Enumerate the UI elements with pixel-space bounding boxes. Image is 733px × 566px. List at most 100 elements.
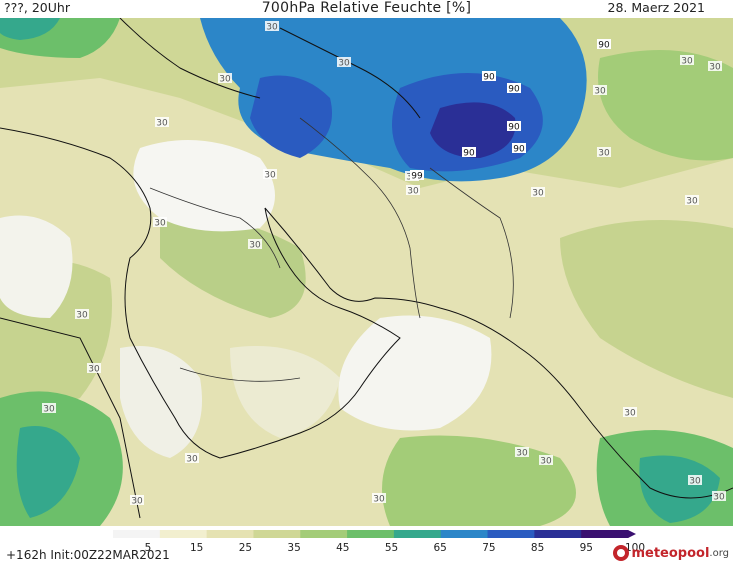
colorbar-segment: [113, 530, 161, 538]
colorbar-tick-label: 55: [385, 542, 398, 554]
moist-band-95: [430, 102, 516, 158]
colorbar-tick-label: 15: [190, 542, 203, 554]
contour-label-box: [482, 71, 496, 81]
contour-label: 30: [681, 57, 693, 67]
dry-area-iraq: [133, 140, 275, 232]
contour-label-box: [218, 73, 232, 83]
contour-label-box: [685, 195, 699, 205]
contour-label: 30: [88, 365, 100, 375]
contour-label-box: [87, 363, 101, 373]
colorbar-segment: [206, 530, 254, 538]
moist-area-nw-core: [0, 18, 60, 40]
contour-label: 30: [186, 455, 198, 465]
dry-area-egypt: [0, 215, 73, 318]
colorbar-segment: [300, 530, 348, 538]
contour-label-box: [507, 121, 521, 131]
contour-label: 30: [689, 477, 701, 487]
contour-label-box: [248, 239, 262, 249]
colorbar-segment: [393, 530, 442, 538]
contour-label: 90: [508, 123, 520, 133]
contour-label: 30: [686, 197, 698, 207]
contour-label: 30: [624, 409, 636, 419]
contour-label-box: [410, 170, 424, 180]
coastlines: [0, 18, 733, 519]
moist-area-bay-core: [639, 455, 720, 523]
contour-label-box: [263, 169, 277, 179]
dry-area-arabian-sea: [338, 315, 492, 431]
contour-label: 30: [156, 119, 168, 129]
contour-label: 30: [43, 405, 55, 415]
contour-label-box: [372, 493, 386, 503]
dry-area-arabia: [230, 346, 340, 438]
colorbar-tick-label: 85: [531, 542, 544, 554]
contour-label-box: [507, 83, 521, 93]
colorbar-tick-label: 25: [239, 542, 252, 554]
contour-label-box: [337, 57, 351, 67]
contour-label: 90: [508, 85, 520, 95]
contour-label-box: [265, 21, 279, 31]
contour-label-box: [130, 495, 144, 505]
contour-label: 30: [516, 449, 528, 459]
contour-label: 30: [407, 187, 419, 197]
logo-mark-icon: [613, 545, 630, 561]
moist-band-85-west: [250, 75, 332, 158]
contour-label-box: [593, 85, 607, 95]
moist-area-africa-core: [16, 426, 81, 518]
contour-label-box: [462, 147, 476, 157]
colorbar-segment: [581, 530, 629, 538]
contour-label-box: [515, 447, 529, 457]
contour-label-box: [406, 185, 420, 195]
meteopool-logo: meteopool .org: [613, 545, 729, 561]
contour-label: 90: [513, 145, 525, 155]
contour-label-box: [185, 453, 199, 463]
contour-label: 30: [76, 311, 88, 321]
contour-label: 30: [598, 149, 610, 159]
contour-label: 30: [264, 171, 276, 181]
contour-label-box: [623, 407, 637, 417]
valid-time-label: ???, 20Uhr: [4, 0, 70, 15]
colorbar-tick-label: 45: [336, 542, 349, 554]
contour-label-box: [512, 143, 526, 153]
contour-label: 30: [338, 59, 350, 69]
contour-label: 30: [540, 457, 552, 467]
contour-label-box: [531, 187, 545, 197]
contour-label: 30: [709, 63, 721, 73]
contour-label: 30: [154, 219, 166, 229]
dry-area-red-sea: [120, 346, 202, 458]
colorbar-tick-label: 5: [145, 542, 152, 554]
colorbar: 5 15 25 35 45 55 65 75 85 95 100: [113, 530, 645, 554]
map-canvas: 30 30 30 30 30 30 30 30 30 30 30 30 30 30 30 30 30 30 30 30…: [0, 18, 733, 526]
contour-label-box: [680, 55, 694, 65]
colorbar-tick-label: 95: [580, 542, 593, 554]
moist-area-indian-ocean: [382, 435, 576, 526]
humidity-field-40: [160, 216, 306, 318]
colorbar-segment: [487, 530, 535, 538]
contour-label-box: [155, 117, 169, 127]
contour-label: 30: [219, 75, 231, 85]
country-borders: [149, 117, 514, 382]
colorbar-tick-label: 65: [434, 542, 447, 554]
contour-label: 30: [266, 23, 278, 33]
colorbar-segment: [534, 530, 582, 538]
colorbar-tick-label: 35: [287, 542, 300, 554]
contour-label-box: [597, 147, 611, 157]
contour-labels: 30 30 30 30 30 30 30 30 30 30 30 30 30 30 30 30 30 30 30 30…: [42, 21, 726, 507]
colorbar-segment: [253, 530, 301, 538]
logo-tld: .org: [709, 547, 729, 559]
colorbar-segment: [159, 530, 208, 538]
contour-label: 90: [483, 73, 495, 83]
contour-label: 90: [463, 149, 475, 159]
colorbar-segment: [347, 530, 395, 538]
contour-label: 30: [594, 87, 606, 97]
contour-label: 30: [131, 497, 143, 507]
colorbar-tick-label: 100: [625, 542, 645, 554]
colorbar-tick-label: 75: [482, 542, 495, 554]
contour-label-box: [42, 403, 56, 413]
forecast-init-label: +162h Init:00Z22MAR2021: [6, 548, 170, 562]
colorbar-segment: [440, 530, 489, 538]
contour-label-box: [75, 309, 89, 319]
contour-label: 30: [249, 241, 261, 251]
contour-label: 99: [411, 172, 423, 182]
humidity-field-40c: [560, 220, 733, 398]
map-title: 700hPa Relative Feuchte [%]: [261, 0, 472, 16]
